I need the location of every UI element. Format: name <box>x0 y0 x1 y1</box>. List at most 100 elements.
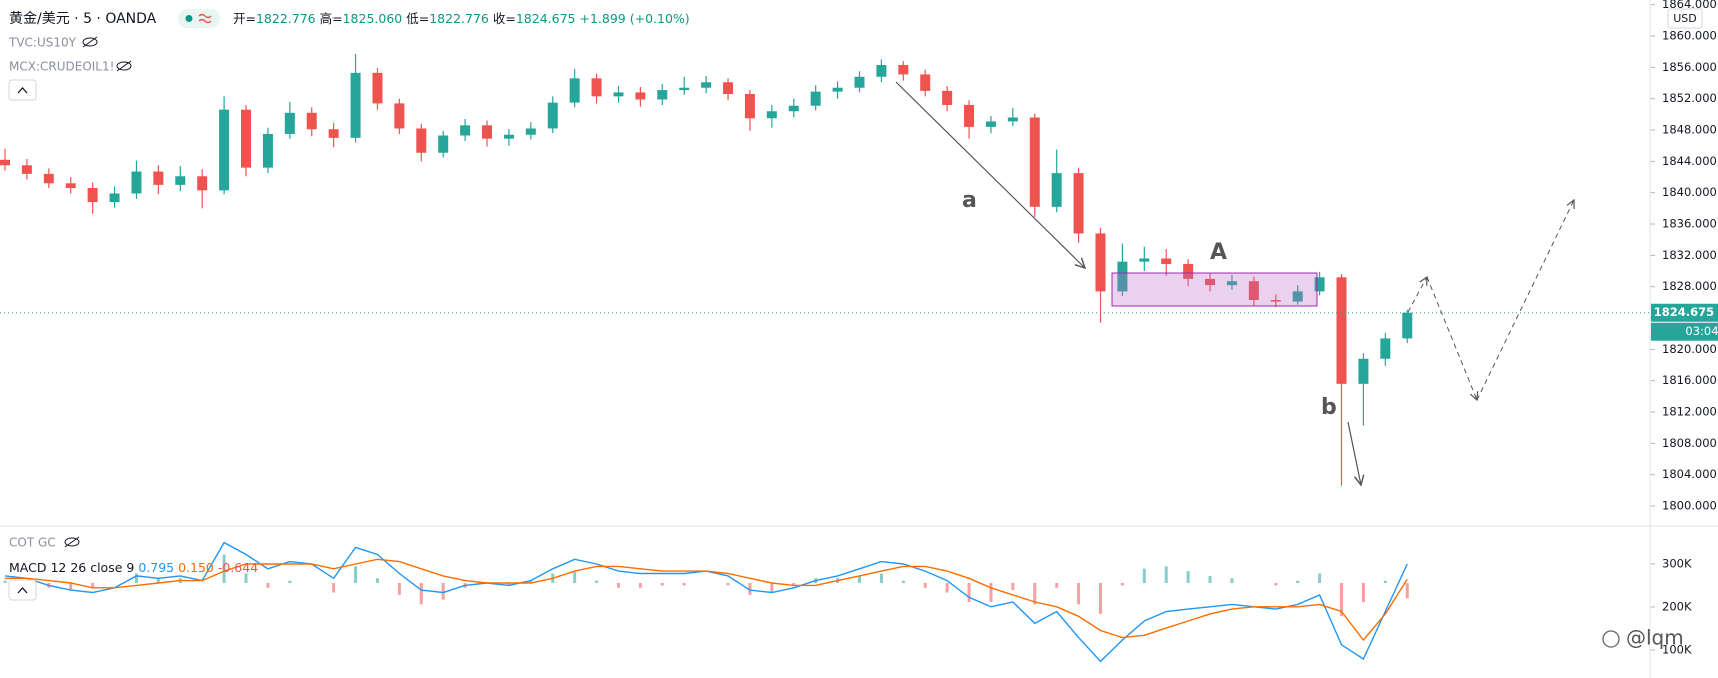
currency-box[interactable]: USD <box>1667 8 1703 29</box>
hidden-icon[interactable] <box>82 36 98 48</box>
countdown: 03:04 <box>1685 324 1718 338</box>
wave-label: A <box>1210 240 1227 265</box>
candle-body <box>482 125 493 139</box>
y-tick-label: 1852.000 <box>1662 91 1717 105</box>
watermark: @lqm <box>1602 626 1684 650</box>
candle-body <box>1117 261 1128 292</box>
histogram-bar <box>1383 580 1387 583</box>
candle-body <box>1183 263 1194 279</box>
macd-legend: MACD 12 26 close 9 0.795 0.150 -0.644 <box>9 560 258 575</box>
histogram-bar <box>879 573 883 583</box>
ohlc-label: 开= <box>233 11 256 26</box>
ohlc-value: 1825.060 <box>343 11 403 26</box>
ohlc-value: 1822.776 <box>429 11 489 26</box>
ohlc-label: 高= <box>320 11 343 26</box>
histogram-bar <box>1208 575 1212 583</box>
y2-tick-label: 300K <box>1662 556 1692 570</box>
y-tick-label: 1856.000 <box>1662 60 1717 74</box>
histogram-bar <box>792 583 796 586</box>
candle-body <box>964 104 975 127</box>
histogram-bar <box>244 573 248 583</box>
legend-value: 0.150 <box>178 560 214 575</box>
candle-body <box>1314 277 1325 292</box>
histogram-bar <box>91 583 95 588</box>
hidden-icon[interactable] <box>64 536 80 548</box>
candle-body <box>1336 277 1347 384</box>
histogram-bar <box>1274 583 1278 586</box>
histogram-bar <box>1033 583 1037 605</box>
candle-body <box>1380 338 1391 359</box>
change: +1.899 (+0.10%) <box>580 11 690 26</box>
candle-body <box>1248 281 1259 301</box>
histogram-bar <box>573 571 577 583</box>
candle-body <box>197 176 208 191</box>
collapse-button[interactable] <box>8 579 37 601</box>
candle-body <box>635 92 646 100</box>
histogram-bar <box>1318 573 1322 583</box>
status-icon <box>198 13 212 24</box>
candle-body <box>1073 173 1084 234</box>
histogram-bar <box>595 580 599 583</box>
histogram-bar <box>1186 571 1190 583</box>
candle-body <box>460 125 471 136</box>
y-tick-label: 1816.000 <box>1662 373 1717 387</box>
ohlc-label: 低= <box>406 11 429 26</box>
projection <box>1407 277 1427 313</box>
histogram-bar <box>748 583 752 595</box>
legend-value: 0.795 <box>138 560 174 575</box>
candle-body <box>175 176 186 185</box>
candle-body <box>788 105 799 112</box>
histogram-bar <box>1099 583 1102 614</box>
histogram-bar <box>1011 583 1015 591</box>
y-tick-label: 1828.000 <box>1662 279 1717 293</box>
ohlc-value: 1824.675 <box>516 11 576 26</box>
candle-body <box>503 134 514 139</box>
y-tick-label: 1844.000 <box>1662 154 1717 168</box>
y-tick-label: 1820.000 <box>1662 342 1717 356</box>
candle-body <box>328 129 339 138</box>
candle-body <box>1270 300 1281 302</box>
candle-body <box>591 78 602 97</box>
candle-body <box>306 112 317 130</box>
histogram-bar <box>441 583 445 600</box>
candle-body <box>701 82 712 88</box>
histogram-bar <box>616 583 620 588</box>
y-tick-label: 1800.000 <box>1662 499 1717 513</box>
histogram-bar <box>3 580 7 583</box>
candle-body <box>1402 312 1413 339</box>
candle-body <box>262 133 273 168</box>
candle-body <box>109 193 120 203</box>
collapse-button[interactable] <box>8 79 37 101</box>
histogram-bar <box>266 583 270 588</box>
histogram-bar <box>529 580 533 583</box>
candle-body <box>1051 173 1062 207</box>
candle-body <box>1358 358 1369 384</box>
histogram-bar <box>1055 583 1059 588</box>
indicator-name: MACD 12 26 close 9 <box>9 560 134 575</box>
hidden-icon[interactable] <box>116 60 132 72</box>
candle-body <box>985 121 996 127</box>
candle-body <box>416 128 427 153</box>
projection <box>1476 200 1574 401</box>
candle-body <box>920 74 931 91</box>
histogram-bar <box>660 583 664 586</box>
wave-label: a <box>962 188 977 213</box>
candle-body <box>569 78 580 103</box>
wave-label: b <box>1321 395 1337 420</box>
histogram-bar <box>1142 568 1146 583</box>
y-tick-label: 1812.000 <box>1662 405 1717 419</box>
histogram-bar <box>354 566 358 583</box>
histogram-bar <box>770 583 774 593</box>
candle-body <box>679 87 690 91</box>
candle-body <box>898 65 909 75</box>
histogram-bar <box>945 583 949 593</box>
candle-body <box>1007 117 1018 122</box>
candle-body <box>942 90 953 105</box>
ohlc-label: 收= <box>493 11 516 26</box>
candle-body <box>723 82 734 94</box>
candle-body <box>1205 278 1216 286</box>
histogram-bar <box>1077 583 1081 605</box>
currency: USD <box>1673 12 1697 25</box>
histogram-bar <box>967 583 971 602</box>
candle-body <box>241 109 252 168</box>
